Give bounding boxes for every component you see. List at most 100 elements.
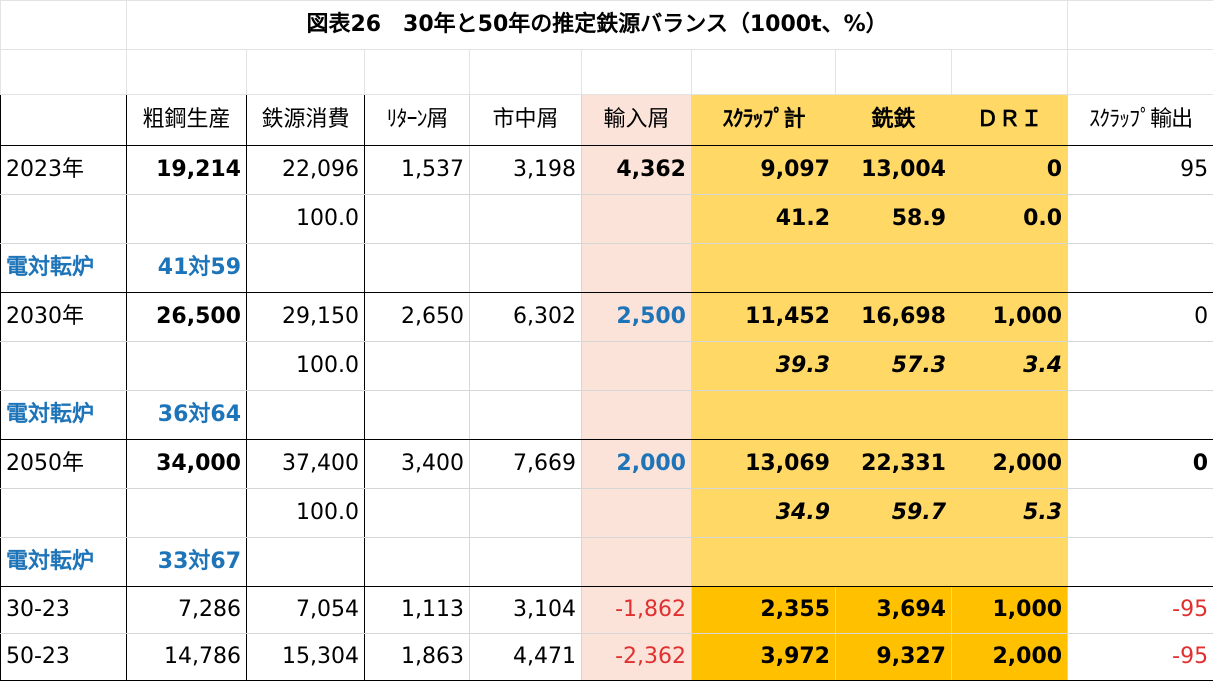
- cell[interactable]: 3,198: [470, 146, 582, 195]
- cell[interactable]: [470, 538, 582, 587]
- cell[interactable]: [952, 538, 1068, 587]
- cell[interactable]: -95: [1068, 587, 1213, 634]
- cell[interactable]: [582, 538, 692, 587]
- cell[interactable]: 1,000: [952, 587, 1068, 634]
- cell[interactable]: 2,500: [582, 293, 692, 342]
- cell[interactable]: [365, 489, 470, 538]
- cell[interactable]: 100.0: [247, 195, 365, 244]
- cell[interactable]: [127, 489, 247, 538]
- cell[interactable]: [1, 195, 127, 244]
- cell[interactable]: 100.0: [247, 489, 365, 538]
- cell[interactable]: [1, 1, 127, 50]
- cell[interactable]: 2,000: [582, 440, 692, 489]
- cell[interactable]: 7,286: [127, 587, 247, 634]
- cell[interactable]: [470, 195, 582, 244]
- cell[interactable]: -1,862: [582, 587, 692, 634]
- cell[interactable]: [365, 244, 470, 293]
- cell[interactable]: [582, 195, 692, 244]
- cell[interactable]: [1068, 50, 1213, 95]
- cell[interactable]: 16,698: [836, 293, 952, 342]
- cell[interactable]: 1,537: [365, 146, 470, 195]
- cell[interactable]: 4,471: [470, 634, 582, 681]
- cell[interactable]: [247, 391, 365, 440]
- cell[interactable]: [365, 538, 470, 587]
- year-label[interactable]: 2030年: [1, 293, 127, 342]
- cell[interactable]: [470, 391, 582, 440]
- cell[interactable]: [247, 244, 365, 293]
- cell[interactable]: [836, 244, 952, 293]
- cell[interactable]: 22,096: [247, 146, 365, 195]
- ratio-label[interactable]: 電対転炉: [1, 244, 127, 293]
- cell[interactable]: 14,786: [127, 634, 247, 681]
- cell[interactable]: [470, 50, 582, 95]
- ratio-label[interactable]: 電対転炉: [1, 391, 127, 440]
- cell[interactable]: 37,400: [247, 440, 365, 489]
- cell[interactable]: [247, 50, 365, 95]
- cell[interactable]: 34.9: [692, 489, 836, 538]
- cell[interactable]: 59.7: [836, 489, 952, 538]
- cell[interactable]: [365, 342, 470, 391]
- cell[interactable]: [1068, 342, 1213, 391]
- cell[interactable]: [692, 244, 836, 293]
- cell[interactable]: [1068, 195, 1213, 244]
- header-dri[interactable]: ＤＲＩ: [952, 95, 1068, 146]
- cell[interactable]: 7,669: [470, 440, 582, 489]
- cell[interactable]: [1068, 1, 1213, 50]
- cell[interactable]: 3,400: [365, 440, 470, 489]
- cell[interactable]: [952, 391, 1068, 440]
- cell[interactable]: [582, 489, 692, 538]
- cell[interactable]: 3,972: [692, 634, 836, 681]
- cell[interactable]: 7,054: [247, 587, 365, 634]
- header-market-scrap[interactable]: 市中屑: [470, 95, 582, 146]
- cell[interactable]: [582, 342, 692, 391]
- cell[interactable]: 9,097: [692, 146, 836, 195]
- cell[interactable]: [365, 50, 470, 95]
- cell[interactable]: 100.0: [247, 342, 365, 391]
- cell[interactable]: 26,500: [127, 293, 247, 342]
- ratio-value[interactable]: 33対67: [127, 538, 247, 587]
- cell[interactable]: [1068, 391, 1213, 440]
- cell[interactable]: [1068, 538, 1213, 587]
- cell[interactable]: [127, 342, 247, 391]
- cell[interactable]: [692, 391, 836, 440]
- cell[interactable]: -2,362: [582, 634, 692, 681]
- cell[interactable]: [1068, 489, 1213, 538]
- cell[interactable]: 9,327: [836, 634, 952, 681]
- cell[interactable]: 5.3: [952, 489, 1068, 538]
- ratio-value[interactable]: 41対59: [127, 244, 247, 293]
- ratio-label[interactable]: 電対転炉: [1, 538, 127, 587]
- cell[interactable]: 13,069: [692, 440, 836, 489]
- cell[interactable]: [952, 244, 1068, 293]
- cell[interactable]: 11,452: [692, 293, 836, 342]
- cell[interactable]: 3.4: [952, 342, 1068, 391]
- cell[interactable]: [470, 489, 582, 538]
- cell[interactable]: 19,214: [127, 146, 247, 195]
- cell[interactable]: 15,304: [247, 634, 365, 681]
- cell[interactable]: 34,000: [127, 440, 247, 489]
- cell[interactable]: [470, 342, 582, 391]
- cell[interactable]: -95: [1068, 634, 1213, 681]
- cell[interactable]: 0: [952, 146, 1068, 195]
- cell[interactable]: 0.0: [952, 195, 1068, 244]
- header-iron-consumption[interactable]: 鉄源消費: [247, 95, 365, 146]
- cell[interactable]: [692, 50, 836, 95]
- cell[interactable]: 6,302: [470, 293, 582, 342]
- cell[interactable]: 1,113: [365, 587, 470, 634]
- header-import-scrap[interactable]: 輸入屑: [582, 95, 692, 146]
- header-crude-steel[interactable]: 粗鋼生産: [127, 95, 247, 146]
- cell[interactable]: [1, 342, 127, 391]
- cell[interactable]: 95: [1068, 146, 1213, 195]
- cell[interactable]: 41.2: [692, 195, 836, 244]
- corner-cell[interactable]: [1, 95, 127, 146]
- cell[interactable]: [365, 195, 470, 244]
- header-return-scrap[interactable]: ﾘﾀｰﾝ屑: [365, 95, 470, 146]
- cell[interactable]: 0: [1068, 440, 1213, 489]
- year-label[interactable]: 2023年: [1, 146, 127, 195]
- header-scrap-export[interactable]: ｽｸﾗｯﾌﾟ輸出: [1068, 95, 1213, 146]
- cell[interactable]: 4,362: [582, 146, 692, 195]
- ratio-value[interactable]: 36対64: [127, 391, 247, 440]
- cell[interactable]: [127, 195, 247, 244]
- cell[interactable]: 2,355: [692, 587, 836, 634]
- cell[interactable]: 2,650: [365, 293, 470, 342]
- cell[interactable]: 2,000: [952, 440, 1068, 489]
